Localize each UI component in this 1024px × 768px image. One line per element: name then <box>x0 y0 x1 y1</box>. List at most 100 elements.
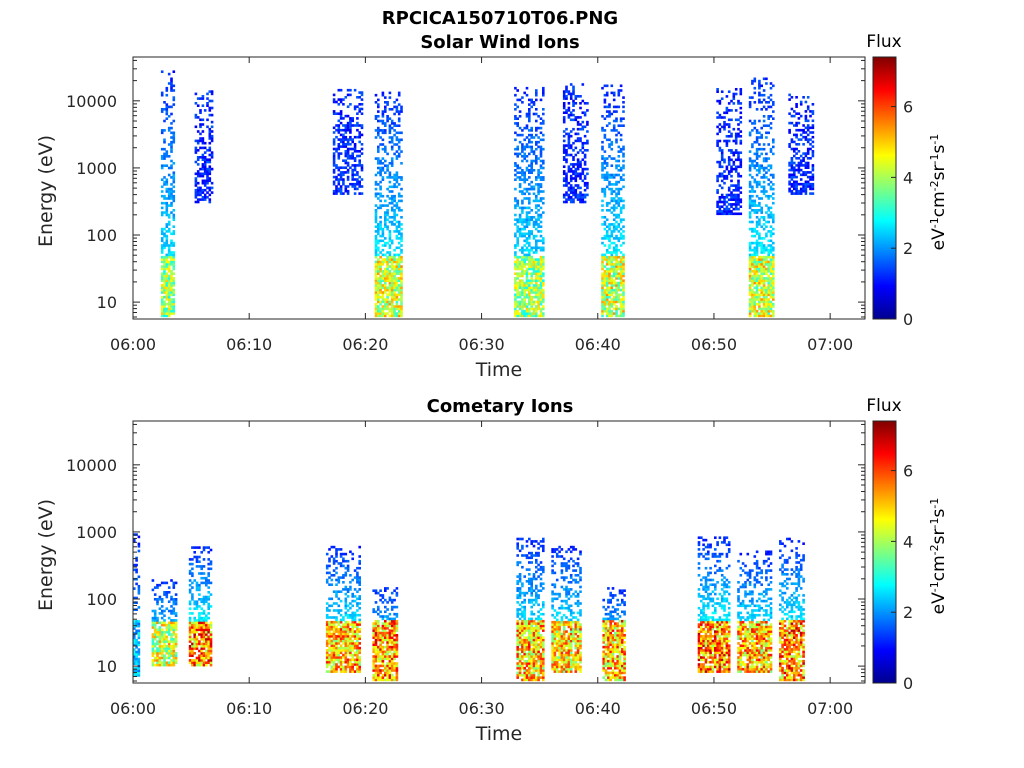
heatmap-cell <box>356 613 359 617</box>
heatmap-cell <box>586 102 589 105</box>
heatmap-cell <box>135 646 138 649</box>
heatmap-cell <box>193 623 196 627</box>
heatmap-cell <box>514 314 517 318</box>
heatmap-cell <box>344 642 348 645</box>
heatmap-cell <box>521 199 524 203</box>
heatmap-cell <box>532 300 536 304</box>
heatmap-cell <box>532 258 536 261</box>
heatmap-cell <box>353 164 357 167</box>
heatmap-cell <box>379 223 382 226</box>
heatmap-cell <box>195 581 199 585</box>
heatmap-cell <box>388 117 392 120</box>
heatmap-cell <box>605 270 609 273</box>
heatmap-cell <box>374 244 378 247</box>
heatmap-cell <box>158 656 162 660</box>
heatmap-cell <box>337 646 341 650</box>
heatmap-cell <box>615 129 618 132</box>
heatmap-cell <box>765 302 768 306</box>
heatmap-cell <box>201 153 205 157</box>
heatmap-cell <box>194 125 198 129</box>
heatmap-cell <box>191 586 194 589</box>
heatmap-cell <box>174 600 178 603</box>
heatmap-cell <box>605 274 609 278</box>
heatmap-cell <box>521 265 524 268</box>
heatmap-cell <box>532 103 536 106</box>
heatmap-cell <box>165 279 169 282</box>
heatmap-cell <box>335 630 338 633</box>
x-tick-label: 06:40 <box>575 335 621 354</box>
heatmap-cell <box>615 183 618 186</box>
heatmap-cell <box>395 300 399 304</box>
heatmap-cell <box>170 164 173 167</box>
y-tick-label: 10000 <box>66 92 117 111</box>
heatmap-cell <box>346 559 350 563</box>
heatmap-cell <box>565 191 568 194</box>
heatmap-cell <box>202 659 206 662</box>
heatmap-cell <box>576 167 580 171</box>
solar-wind-panel: Solar Wind Ions 06:00 06:10 06:20 06:30 06:4… <box>35 32 949 381</box>
heatmap-cell <box>537 225 540 228</box>
heatmap-cell <box>516 117 519 120</box>
heatmap-cell <box>772 220 775 224</box>
heatmap-cell <box>328 632 331 636</box>
heatmap-cell <box>762 255 766 259</box>
figure-title: RPCICA150710T06.PNG <box>382 8 618 29</box>
heatmap-cell <box>172 305 176 308</box>
heatmap-cell <box>344 124 348 127</box>
heatmap-cell <box>194 179 198 183</box>
heatmap-cell <box>753 230 757 233</box>
heatmap-cell <box>335 135 338 139</box>
heatmap-cell <box>194 151 198 154</box>
heatmap-cell <box>608 309 611 313</box>
heatmap-cell <box>332 192 336 195</box>
heatmap-cell <box>610 312 614 315</box>
heatmap-cell <box>758 234 761 238</box>
heatmap-cell <box>574 188 578 192</box>
heatmap-cell <box>532 234 536 238</box>
heatmap-cell <box>335 642 338 645</box>
heatmap-cell <box>608 263 611 266</box>
heatmap-cell <box>617 159 621 163</box>
heatmap-cell <box>390 216 394 219</box>
heatmap-cell <box>608 145 611 149</box>
heatmap-cell <box>605 286 609 290</box>
heatmap-cell <box>163 164 166 167</box>
heatmap-cell <box>525 143 529 146</box>
heatmap-cell <box>601 279 604 282</box>
heatmap-cell <box>790 159 794 162</box>
heatmap-cell <box>337 145 341 148</box>
heatmap-cell <box>762 288 766 292</box>
heatmap-cell <box>397 260 401 264</box>
heatmap-cell <box>325 670 329 673</box>
heatmap-cell <box>758 136 761 139</box>
heatmap-cell <box>516 133 519 137</box>
heatmap-cell <box>762 277 766 280</box>
heatmap-cell <box>617 169 621 172</box>
heatmap-cell <box>758 263 761 266</box>
heatmap-cell <box>200 551 203 554</box>
heatmap-cell <box>772 298 775 301</box>
heatmap-cell <box>762 93 766 97</box>
heatmap-cell <box>188 645 192 648</box>
heatmap-cell <box>339 599 343 603</box>
heatmap-cell <box>572 87 575 91</box>
heatmap-cell <box>603 101 607 104</box>
heatmap-cell <box>617 295 621 299</box>
heatmap-cell <box>332 161 336 165</box>
heatmap-cell <box>576 174 580 178</box>
heatmap-cell <box>160 244 164 247</box>
heatmap-cell <box>772 281 775 285</box>
heatmap-cell <box>760 300 763 304</box>
heatmap-cell <box>328 548 331 551</box>
heatmap-cell <box>751 230 754 233</box>
heatmap-cell <box>753 178 757 181</box>
heatmap-cell <box>388 244 392 247</box>
heatmap-cell <box>356 602 359 605</box>
heatmap-cell <box>156 647 159 650</box>
heatmap-cell <box>542 108 545 111</box>
heatmap-cell <box>328 557 331 561</box>
heatmap-cell <box>542 176 545 179</box>
heatmap-cell <box>532 223 536 226</box>
heatmap-cell <box>395 213 399 217</box>
